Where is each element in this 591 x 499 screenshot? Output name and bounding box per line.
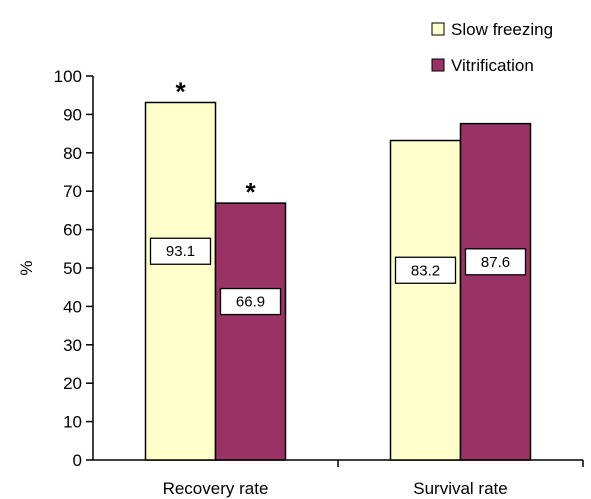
y-tick-label: 40 bbox=[63, 297, 82, 316]
y-axis-ticks: 0 10 20 30 40 50 60 70 80 90 100 bbox=[54, 67, 93, 470]
category-labels: Recovery rate Survival rate bbox=[163, 479, 508, 498]
y-tick-label: 70 bbox=[63, 182, 82, 201]
y-tick-label: 90 bbox=[63, 105, 82, 124]
data-label-box bbox=[464, 248, 527, 276]
legend-label-slow-freezing: Slow freezing bbox=[451, 20, 553, 39]
bars-group: 93.1 * 66.9 * 83.2 87.6 bbox=[144, 76, 532, 461]
significance-marker: * bbox=[175, 76, 186, 106]
y-tick-label: 50 bbox=[63, 259, 82, 278]
bar-slow-freezing-survival-rate bbox=[389, 139, 462, 461]
y-tick-label: 80 bbox=[63, 144, 82, 163]
significance-marker: * bbox=[245, 177, 256, 207]
y-tick-label: 30 bbox=[63, 336, 82, 355]
legend-label-vitrification: Vitrification bbox=[451, 56, 534, 75]
data-label-box bbox=[149, 237, 212, 265]
legend: Slow freezing Vitrification bbox=[431, 20, 553, 75]
y-tick-label: 0 bbox=[73, 451, 82, 470]
data-label-box bbox=[394, 256, 457, 284]
y-tick-label: 10 bbox=[63, 413, 82, 432]
data-label: 87.6 bbox=[481, 254, 510, 271]
y-tick-label: 60 bbox=[63, 221, 82, 240]
category-label: Recovery rate bbox=[163, 479, 269, 498]
y-tick-label: 100 bbox=[54, 67, 82, 86]
category-label: Survival rate bbox=[413, 479, 507, 498]
data-label: 83.2 bbox=[411, 262, 440, 279]
y-tick-label: 20 bbox=[63, 374, 82, 393]
bar-vitrification-survival-rate bbox=[459, 122, 532, 461]
bar-slow-freezing-recovery-rate bbox=[144, 101, 217, 461]
legend-swatch-vitrification bbox=[431, 58, 445, 72]
data-label: 66.9 bbox=[236, 294, 265, 311]
legend-swatch-slow-freezing bbox=[431, 22, 445, 36]
bar-vitrification-recovery-rate bbox=[214, 202, 287, 461]
data-label: 93.1 bbox=[166, 243, 195, 260]
y-axis-label: % bbox=[17, 260, 36, 275]
data-label-box bbox=[219, 287, 282, 316]
